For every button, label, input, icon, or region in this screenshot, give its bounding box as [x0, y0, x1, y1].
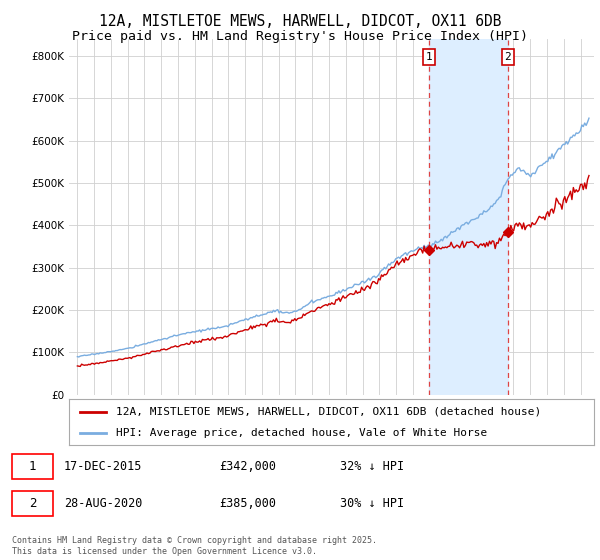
- Text: 30% ↓ HPI: 30% ↓ HPI: [340, 497, 404, 510]
- Bar: [429, 39, 508, 395]
- Text: 1: 1: [29, 460, 37, 473]
- Text: Contains HM Land Registry data © Crown copyright and database right 2025.
This d: Contains HM Land Registry data © Crown c…: [12, 536, 377, 556]
- Text: HPI: Average price, detached house, Vale of White Horse: HPI: Average price, detached house, Vale…: [116, 428, 487, 438]
- Text: £385,000: £385,000: [220, 497, 277, 510]
- Text: Price paid vs. HM Land Registry's House Price Index (HPI): Price paid vs. HM Land Registry's House …: [72, 30, 528, 43]
- Text: 1: 1: [426, 52, 433, 62]
- Text: 12A, MISTLETOE MEWS, HARWELL, DIDCOT, OX11 6DB (detached house): 12A, MISTLETOE MEWS, HARWELL, DIDCOT, OX…: [116, 407, 542, 417]
- Text: 17-DEC-2015: 17-DEC-2015: [64, 460, 142, 473]
- FancyBboxPatch shape: [12, 491, 53, 516]
- Text: 12A, MISTLETOE MEWS, HARWELL, DIDCOT, OX11 6DB: 12A, MISTLETOE MEWS, HARWELL, DIDCOT, OX…: [99, 14, 501, 29]
- Text: 28-AUG-2020: 28-AUG-2020: [64, 497, 142, 510]
- FancyBboxPatch shape: [12, 455, 53, 479]
- Text: 2: 2: [505, 52, 511, 62]
- Text: 2: 2: [29, 497, 37, 510]
- Text: 32% ↓ HPI: 32% ↓ HPI: [340, 460, 404, 473]
- Text: £342,000: £342,000: [220, 460, 277, 473]
